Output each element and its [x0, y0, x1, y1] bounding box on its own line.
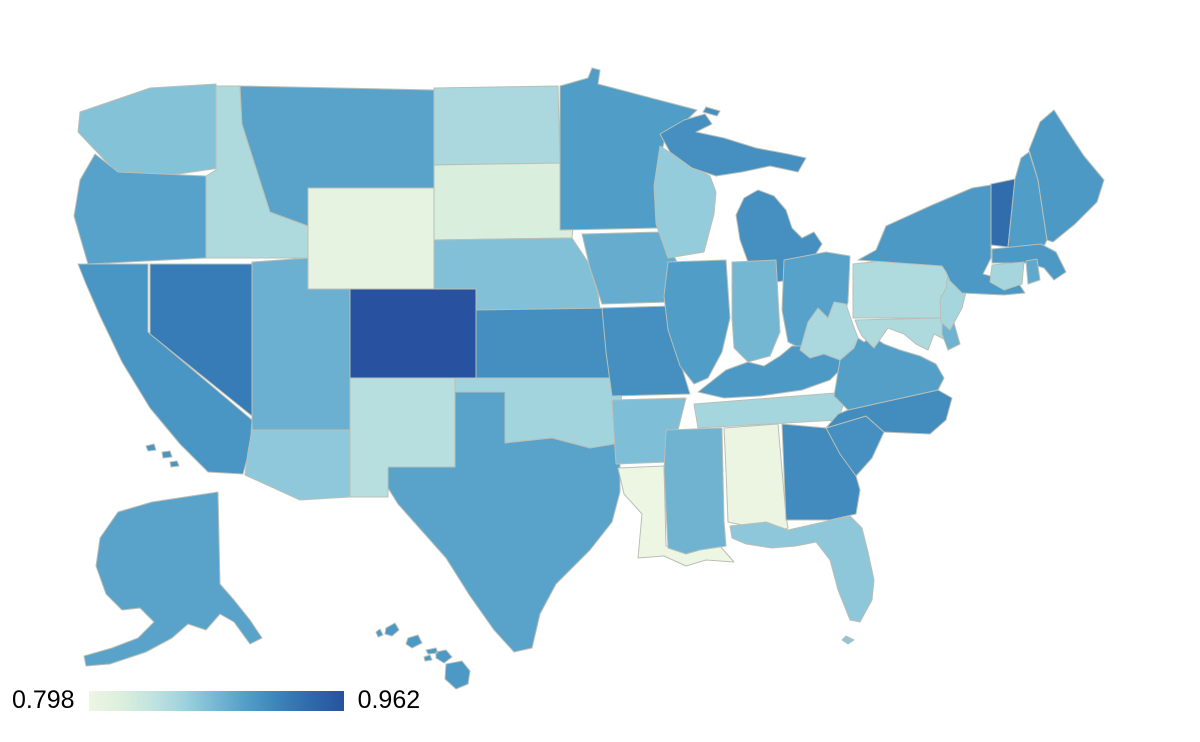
- state-az[interactable]: [244, 429, 351, 501]
- state-nd[interactable]: [433, 85, 561, 166]
- state-co[interactable]: [349, 288, 477, 379]
- state-wv[interactable]: [799, 301, 859, 361]
- state-ca[interactable]: [77, 263, 253, 475]
- colorbar-gradient: [88, 690, 344, 711]
- state-la[interactable]: [617, 465, 735, 567]
- state-sd[interactable]: [433, 162, 577, 241]
- state-or[interactable]: [73, 153, 207, 265]
- colorbar-max-label: 0.962: [357, 686, 421, 714]
- state-ct[interactable]: [989, 261, 1025, 291]
- state-wy[interactable]: [307, 187, 435, 290]
- colorbar-legend: 0.798 0.962: [12, 688, 420, 713]
- state-nc[interactable]: [825, 389, 953, 435]
- state-va[interactable]: [833, 335, 945, 411]
- state-mn[interactable]: [559, 67, 698, 231]
- state-al[interactable]: [723, 423, 789, 541]
- state-ks[interactable]: [475, 307, 623, 379]
- state-ri[interactable]: [1025, 258, 1041, 285]
- state-me[interactable]: [1028, 109, 1105, 243]
- state-in[interactable]: [731, 259, 781, 363]
- state-fl[interactable]: [729, 515, 875, 645]
- state-ak[interactable]: [83, 491, 263, 667]
- colorbar-min-label: 0.798: [12, 686, 75, 714]
- state-tn[interactable]: [693, 391, 849, 429]
- state-hi[interactable]: [375, 622, 471, 690]
- state-il[interactable]: [663, 259, 731, 385]
- state-ms[interactable]: [663, 427, 727, 555]
- state-tx[interactable]: [387, 391, 621, 653]
